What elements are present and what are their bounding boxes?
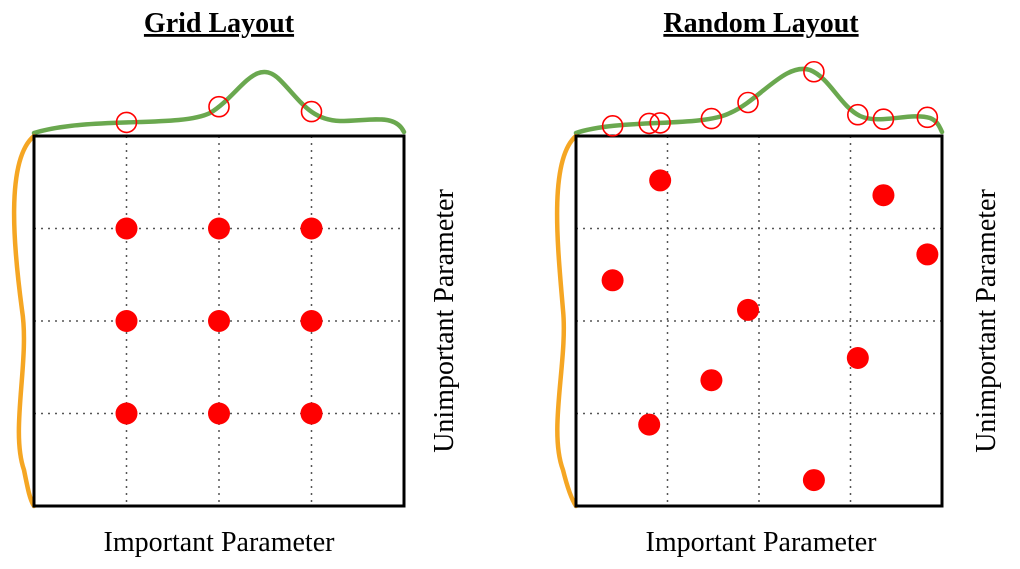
projection-markers [601,60,939,137]
sample-point [802,469,825,492]
sample-point [115,402,138,425]
projection-markers [115,95,323,134]
grid-lines [576,136,942,506]
sample-point [649,169,672,192]
sample-point [208,310,230,332]
sample-point [208,217,230,240]
unimportant-parameter-distribution-curve [554,133,579,509]
projection-marker [208,95,230,118]
sample-point [846,347,869,369]
sample-point [208,402,230,425]
parameter-space-frame [32,134,406,508]
sample-points [115,217,323,425]
sample-point [115,310,138,332]
y-axis-label: Unimportant Parameter [429,189,460,453]
grid-lines [34,136,404,506]
grid-layout-title: Grid Layout [144,8,295,39]
x-axis-label: Important Parameter [646,527,878,558]
projection-marker [115,111,138,134]
sample-point [872,184,895,207]
projection-marker [803,60,825,83]
sample-point [300,310,323,332]
projection-marker [872,108,895,130]
sample-point [300,402,323,425]
sample-point [115,217,138,240]
important-parameter-distribution-curve [573,66,945,136]
projection-marker [737,91,759,114]
grid-layout-panel: Grid Layout Important Parameter Unimport… [11,8,460,558]
sample-point [601,269,624,292]
y-axis-label: Unimportant Parameter [971,189,1002,453]
projection-marker [649,112,671,134]
sample-point [300,217,323,240]
projection-marker [916,106,939,129]
parameter-space-frame [574,134,944,508]
x-axis-label: Important Parameter [104,527,336,558]
projection-marker [847,103,869,126]
projection-marker [638,112,661,135]
random-layout-title: Random Layout [663,8,859,39]
random-layout-panel: Random Layout Important Parameter Unimpo… [554,8,1002,558]
sample-point [737,298,760,321]
unimportant-parameter-distribution-curve [11,133,37,509]
projection-marker [700,107,723,130]
important-parameter-distribution-curve [31,70,407,136]
sample-points [601,169,939,492]
sample-point [638,413,661,436]
sample-point [916,243,939,266]
projection-marker [300,100,323,123]
sample-point [700,369,723,392]
projection-marker [601,115,624,137]
